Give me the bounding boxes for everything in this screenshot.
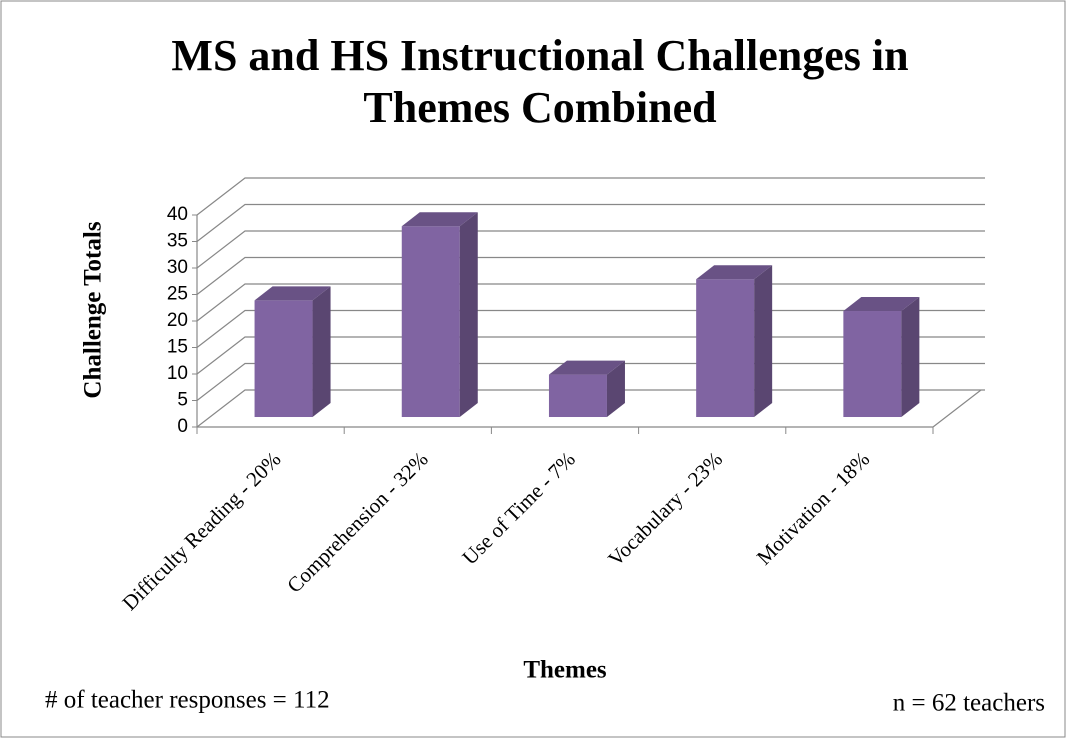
bar [548, 374, 607, 418]
grid-line [196, 256, 985, 295]
bar-top [696, 265, 773, 280]
annotation: n = 62 teachers [893, 690, 1045, 717]
bar-side [312, 286, 331, 418]
y-tick-label: 30 [167, 257, 188, 278]
bar-top [548, 360, 625, 375]
grid-line [196, 177, 985, 216]
y-tick-label: 5 [177, 390, 188, 411]
bar-side [606, 360, 625, 418]
y-tick-label: 25 [167, 284, 188, 305]
y-tick-label: 15 [167, 337, 188, 358]
bar [696, 279, 755, 418]
y-tick-label: 35 [167, 231, 188, 252]
annotation: # of teacher responses = 112 [45, 687, 330, 714]
bar [254, 300, 313, 418]
bar-side [901, 297, 920, 418]
bar-top [401, 212, 478, 227]
y-tick-label: 40 [167, 204, 188, 225]
bar-side [754, 265, 773, 418]
bar [843, 311, 902, 418]
chart-title: Themes Combined [363, 83, 716, 132]
chart-title: MS and HS Instructional Challenges in [171, 31, 908, 80]
y-tick-label: 20 [167, 310, 188, 331]
bar [401, 226, 460, 418]
bar-side [459, 212, 478, 418]
y-axis-label: Challenge Totals [80, 221, 107, 398]
bar-top [254, 286, 331, 301]
grid-line [196, 203, 985, 242]
grid-line [196, 230, 985, 269]
x-axis-label: Themes [523, 657, 607, 684]
y-tick-label: 10 [167, 363, 188, 384]
y-tick-label: 0 [177, 416, 188, 437]
bar-top [843, 297, 920, 312]
